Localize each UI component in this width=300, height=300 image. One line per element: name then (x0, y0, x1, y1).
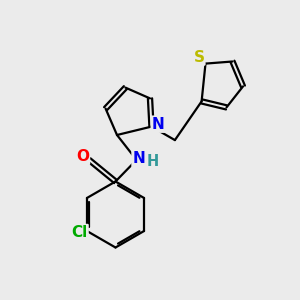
Text: S: S (194, 50, 204, 64)
Text: O: O (76, 149, 89, 164)
Text: N: N (152, 117, 164, 132)
Text: N: N (133, 151, 145, 166)
Text: H: H (147, 154, 159, 169)
Text: Cl: Cl (71, 225, 88, 240)
